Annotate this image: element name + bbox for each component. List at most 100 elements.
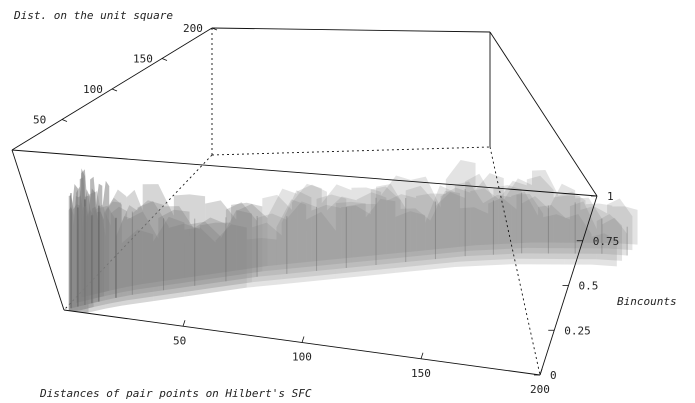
z-tick-label: 0 <box>550 369 557 382</box>
top-right-edge <box>489 31 598 197</box>
surface-fin <box>311 204 342 277</box>
surface-fin <box>98 205 116 302</box>
surface-fin <box>612 206 638 245</box>
surface-fin <box>465 173 494 257</box>
surface-fin <box>601 217 628 256</box>
surface-fin <box>281 190 312 280</box>
x-tick-mark <box>301 336 305 343</box>
surface-fin <box>526 175 554 249</box>
x-axis-ticks: 50 100 150 200 <box>173 320 550 396</box>
surface-fin <box>168 223 200 285</box>
surface-fin <box>88 191 106 313</box>
surface-fin <box>189 221 221 292</box>
right-floor-edge <box>489 146 541 376</box>
surface-fin <box>596 214 623 261</box>
surface-fin <box>173 194 206 280</box>
x-tick-label: 200 <box>530 383 550 396</box>
y-tick-label: 200 <box>183 22 203 35</box>
surface-fin <box>425 185 455 270</box>
surface-fin <box>346 203 376 268</box>
surface-fin <box>93 204 111 308</box>
surface-fin <box>569 201 597 260</box>
box-hidden-edges <box>63 28 491 311</box>
surface-fin <box>400 208 431 268</box>
z-tick-label: 1 <box>607 190 614 203</box>
surface-fin <box>153 216 185 302</box>
surface-fin <box>225 202 258 282</box>
surface-fin <box>516 193 544 259</box>
surface-fin <box>351 187 382 263</box>
surface-fin <box>591 233 617 267</box>
surface-fin <box>511 191 539 265</box>
surface-fin <box>575 197 602 254</box>
surface-fin <box>503 178 532 244</box>
surface-fin <box>370 186 401 271</box>
surface-fin <box>251 222 282 283</box>
surface-fin <box>297 184 327 263</box>
surface-fin <box>236 203 268 271</box>
surface-fin <box>199 222 232 281</box>
surface-fin <box>585 203 613 243</box>
surface-fin <box>316 194 347 271</box>
front-left-vertical-edge <box>11 149 65 311</box>
surface-fin <box>475 173 504 246</box>
y-tick-mark <box>111 88 118 92</box>
surface-fin <box>184 227 216 297</box>
surface-fin <box>435 192 466 260</box>
surface-fin <box>498 180 527 250</box>
surface-fin <box>137 201 169 290</box>
surface-fin <box>126 189 143 287</box>
surface-fin <box>102 180 110 293</box>
surface-fin <box>395 211 426 273</box>
y-tick-label: 100 <box>83 83 103 96</box>
surface-fin <box>335 201 366 279</box>
surface-fin <box>405 185 436 263</box>
surface-fin <box>109 189 127 291</box>
surface-fin <box>381 175 411 260</box>
surface-fin <box>558 191 586 243</box>
surface-fin <box>231 202 263 276</box>
surface-fin <box>538 205 565 265</box>
x-tick-label: 50 <box>173 334 186 347</box>
surface-fin <box>246 238 277 288</box>
surface-fin <box>257 213 287 277</box>
surface-fin <box>445 159 476 249</box>
surface-fin <box>292 183 322 269</box>
y-axis-ticks: 50 100 150 200 <box>33 22 218 127</box>
surface-fin <box>356 192 387 258</box>
surface-fin <box>564 214 592 265</box>
top-front-edge <box>11 149 598 197</box>
x-axis-label: Distances of pair points on Hilbert's SF… <box>39 387 312 400</box>
surface-fin <box>430 190 460 265</box>
surface-fin <box>488 197 517 261</box>
surface-fin <box>326 196 357 261</box>
surface-fin <box>121 205 138 293</box>
surface-fin <box>470 188 499 251</box>
z-axis-ticks: 0 0.25 0.5 0.75 1 <box>534 190 619 382</box>
x-tick-mark <box>539 368 543 376</box>
x-tick-label: 150 <box>411 367 431 380</box>
z-tick-label: 0.75 <box>593 235 620 248</box>
surface-fin <box>158 209 190 296</box>
surface-fin <box>532 169 559 243</box>
surface-fin <box>110 206 128 304</box>
surface-fin <box>365 198 396 276</box>
surface-fin <box>215 224 247 293</box>
surface-fin <box>341 205 371 274</box>
surface-fin <box>459 207 489 262</box>
surface-fin <box>220 210 252 287</box>
surface-fin <box>121 229 154 306</box>
surface-fin <box>142 184 174 284</box>
surface-fin <box>286 201 317 274</box>
surface-fin <box>267 188 298 266</box>
surface-fin <box>262 194 293 272</box>
surface-fin <box>105 197 122 309</box>
x-tick-mark <box>420 352 424 359</box>
surface-fin <box>127 211 159 301</box>
surface-fin <box>580 206 608 249</box>
y-tick-mark <box>211 27 218 31</box>
surface-fin <box>493 185 522 255</box>
surface-fin <box>483 194 512 266</box>
surface-fin <box>454 181 484 267</box>
